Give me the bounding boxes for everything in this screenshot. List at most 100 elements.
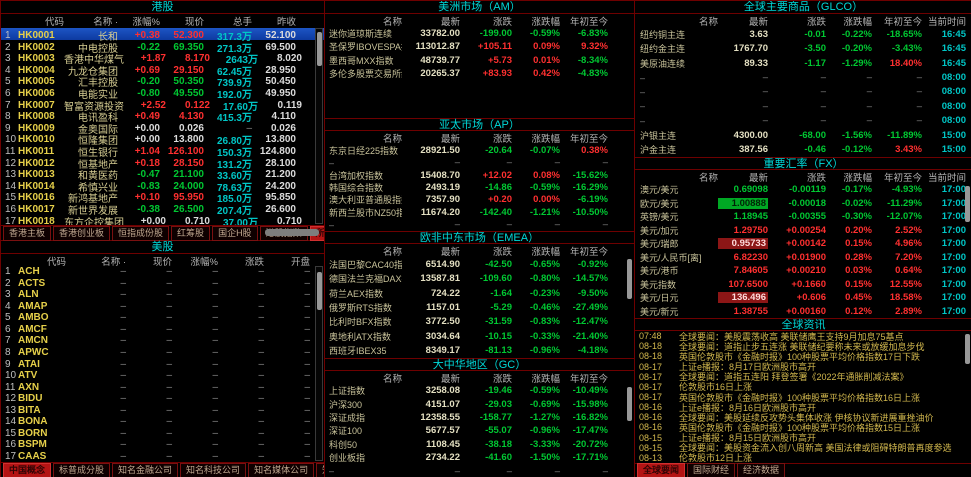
index-row[interactable]: – – – – – [325, 156, 634, 168]
stock-row[interactable]: 4 HK0004 九龙仓集团 +0.69 29.150 62.45万 28.95… [1, 63, 324, 78]
index-row[interactable]: 西班牙IBEX35 8349.17 -81.13 -0.96% -4.18% [325, 344, 634, 358]
index-row[interactable]: 迷你道琼斯连续 33782.00 -199.00 -0.59% -6.83% [325, 27, 634, 40]
index-row[interactable]: 比利时BFX指数 3772.50 -31.59 -0.83% -12.47% [325, 315, 634, 329]
stock-row[interactable]: 10 ATV – – – – – [1, 370, 324, 382]
news-item[interactable]: 08-17 上证e播报：8月17日欧洲股市高开 [635, 361, 971, 372]
news-item[interactable]: 08-17 伦敦股市16日上涨 [635, 382, 971, 392]
stock-row[interactable]: 4 AMAP – – – – – [1, 301, 324, 313]
news-item[interactable]: 08-16 上证e播报：8月16日欧洲股市高开 [635, 402, 971, 412]
column-header[interactable]: 昨收 [276, 17, 296, 28]
news-item[interactable]: 08-15 上证e播报：8月15日欧洲股市高开 [635, 433, 971, 443]
index-row[interactable]: 创业板指 2734.22 -41.60 -1.50% -17.71% [325, 451, 634, 464]
stock-row[interactable]: 9 HK0009 金奥国际 +0.00 0.026 – 0.026 [1, 121, 324, 136]
fx-row[interactable]: 美元/港币 7.84605 +0.00210 0.03% 0.64% 17:00 [635, 264, 971, 278]
index-row[interactable]: 东京日经225指数 28921.50 -20.64 -0.07% 0.38% [325, 144, 634, 156]
stock-row[interactable]: 2 ACTS – – – – – [1, 278, 324, 290]
fx-row[interactable]: 美元/日元 136.496 +0.606 0.45% 18.58% 17:00 [635, 291, 971, 305]
stock-row[interactable]: 17 HK0018 东方企控集团 +0.00 0.710 37.00万 0.71… [1, 214, 324, 226]
fx-row[interactable]: 美元/瑞郎 0.95733 +0.00142 0.15% 4.96% 17:00 [635, 237, 971, 251]
commodity-row[interactable]: 沪金主连 387.56 -0.46 -0.12% 3.43% 15:00 [635, 143, 971, 157]
fx-scrollbar-thumb[interactable] [965, 186, 970, 222]
hk-scrollbar-track[interactable] [315, 28, 323, 224]
stock-row[interactable]: 8 APWC – – – – – [1, 347, 324, 359]
news-item[interactable]: 08-16 英国伦敦股市《金融时报》100种股票平均价格指数15日上涨 [635, 422, 971, 432]
stock-row[interactable]: 9 ATAI – – – – – [1, 358, 324, 370]
us-category-tab[interactable]: 知名科技公司 [180, 462, 247, 477]
news-category-tab[interactable]: 全球要闻 [637, 463, 686, 477]
stock-row[interactable]: 10 HK0010 恒隆集团 +0.00 13.800 26.80万 13.80… [1, 132, 324, 147]
stock-row[interactable]: 3 ALN – – – – – [1, 289, 324, 301]
fx-row[interactable]: 美元/人民币[离] 6.82230 +0.01900 0.28% 7.20% 1… [635, 251, 971, 265]
news-item[interactable]: 08-18 全球要闻：道指止步五连涨 美联储纪要称未来或放缓加息步伐 [635, 341, 971, 351]
stock-row[interactable]: 16 HK0017 新世界发展 -0.38 26.500 207.4万 26.6… [1, 202, 324, 217]
news-item[interactable]: 08-17 英国伦敦股市《金融时报》100种股票平均价格指数16日上涨 [635, 392, 971, 402]
stock-row[interactable]: 1 HK0001 长和 +0.38 52.300 317.3万 52.100 [1, 28, 324, 43]
index-row[interactable]: 德国法兰克福DAX指数 13587.81 -109.60 -0.80% -14.… [325, 271, 634, 285]
stock-row[interactable]: 11 AXN – – – – – [1, 381, 324, 393]
commodity-row[interactable]: – – – – – 08:00 [635, 70, 971, 84]
stock-row[interactable]: 14 BONA – – – – – [1, 416, 324, 428]
news-category-tab[interactable]: 经济数据 [737, 463, 786, 477]
news-scrollbar-thumb[interactable] [965, 334, 970, 364]
index-row[interactable]: 多伦多股票交易所综合 20265.37 +83.93 0.42% -4.83% [325, 67, 634, 80]
news-item[interactable]: 08-15 全球要闻：美股资金流入创八周新高 美国法律或阻碍特朗普再度参选 [635, 443, 971, 453]
column-header[interactable]: 代码 [46, 257, 66, 268]
stock-row[interactable]: 12 HK0012 恒基地产 +0.18 28.150 131.2万 28.10… [1, 156, 324, 171]
stock-row[interactable]: 16 BSPM – – – – – [1, 439, 324, 451]
index-row[interactable]: 俄罗斯RTS指数 1157.01 -5.29 -0.46% -27.49% [325, 300, 634, 314]
column-header[interactable]: 现价 [152, 257, 172, 268]
column-header[interactable]: 代码 [44, 17, 64, 28]
index-row[interactable]: 荷兰AEX指数 724.22 -1.64 -0.23% -9.50% [325, 286, 634, 300]
index-row[interactable]: 上证指数 3258.08 -19.46 -0.59% -10.49% [325, 384, 634, 397]
column-header[interactable]: 开盘 [290, 257, 310, 268]
hk-market-tab[interactable]: 红筹股 [171, 225, 211, 241]
column-header[interactable]: 名称 · [101, 257, 126, 268]
index-row[interactable]: – – – – – [325, 219, 634, 231]
news-item[interactable]: 08-18 英国伦敦股市《金融时报》100种股票平均价格指数17日下跌 [635, 351, 971, 361]
index-row[interactable]: – – – – – [325, 465, 634, 477]
index-row[interactable]: 圣保罗IBOVESPA指数 113012.87 +105.11 0.09% 9.… [325, 40, 634, 53]
hk-market-tab[interactable]: 恒指成份股 [112, 225, 170, 241]
news-item[interactable]: 07:48 全球要闻：美股震荡收高 美联储鹰王支持9月加息75基点 [635, 331, 971, 341]
stock-row[interactable]: 15 HK0016 新鸿基地产 +0.10 95.950 185.0万 95.8… [1, 190, 324, 205]
fx-row[interactable]: 美元/加元 1.29750 +0.00254 0.20% 2.52% 17:00 [635, 224, 971, 238]
index-row[interactable]: 韩国综合指数 2493.19 -14.86 -0.59% -16.29% [325, 181, 634, 193]
stock-row[interactable]: 1 ACH – – – – – [1, 266, 324, 278]
index-row[interactable]: 新西兰股市NZ50指数 11674.20 -142.40 -1.21% -10.… [325, 206, 634, 218]
gc-scrollbar-thumb[interactable] [627, 387, 632, 421]
index-row[interactable]: 深证成指 12358.55 -158.77 -1.27% -16.82% [325, 411, 634, 424]
hk-market-tab[interactable]: 香港主板 [3, 225, 52, 241]
hk-scrollbar-thumb[interactable] [317, 32, 322, 66]
hk-market-tab[interactable]: 国企H股 [212, 225, 258, 241]
us-category-tab[interactable]: 中国概念 [3, 462, 52, 477]
stock-row[interactable]: 2 HK0002 中电控股 -0.22 69.350 271.3万 69.500 [1, 40, 324, 55]
stock-row[interactable]: 7 HK0007 智富资源投资 +2.52 0.122 17.60万 0.119 [1, 98, 324, 113]
fx-row[interactable]: 澳元/美元 0.69098 -0.00119 -0.17% -4.93% 17:… [635, 183, 971, 197]
fx-row[interactable]: 美元/新元 1.38755 +0.00160 0.12% 2.89% 17:00 [635, 305, 971, 319]
stock-row[interactable]: 13 HK0013 和黄医药 -0.47 21.100 33.60万 21.20… [1, 167, 324, 182]
news-category-tab[interactable]: 国际财经 [687, 463, 736, 477]
us-scrollbar-track[interactable] [315, 266, 323, 461]
hk-tabbar-scroll-thumb[interactable] [265, 229, 319, 236]
index-row[interactable]: 深证100 5677.57 -55.07 -0.96% -17.47% [325, 424, 634, 437]
index-row[interactable]: 奥地利ATX指数 3034.64 -10.15 -0.33% -21.40% [325, 329, 634, 343]
commodity-row[interactable]: – – – – – 08:00 [635, 99, 971, 113]
stock-row[interactable]: 15 BORN – – – – – [1, 427, 324, 439]
index-row[interactable]: 科创50 1108.45 -38.18 -3.33% -20.72% [325, 438, 634, 451]
index-row[interactable]: 澳大利亚普通股指数 7357.90 +0.20 0.00% -6.19% [325, 194, 634, 206]
stock-row[interactable]: 3 HK0003 香港中华煤气 +1.87 8.170 2643万 8.020 [1, 51, 324, 66]
stock-row[interactable]: 11 HK0011 恒生银行 +1.04 126.100 150.3万 124.… [1, 144, 324, 159]
stock-row[interactable]: 12 BIDU – – – – – [1, 393, 324, 405]
index-row[interactable]: 台湾加权指数 15408.70 +12.02 0.08% -15.62% [325, 169, 634, 181]
stock-row[interactable]: 13 BITA – – – – – [1, 404, 324, 416]
fx-row[interactable]: 欧元/美元 1.00888 -0.00018 -0.02% -11.29% 17… [635, 197, 971, 211]
commodity-row[interactable]: 纽约铜主连 3.63 -0.01 -0.22% -18.65% 16:45 [635, 27, 971, 41]
emea-scrollbar-thumb[interactable] [627, 259, 632, 299]
us-category-tab[interactable]: 知名金融公司 [112, 462, 179, 477]
stock-row[interactable]: 8 HK0008 电讯盈科 +0.49 4.130 415.3万 4.110 [1, 109, 324, 124]
us-category-tab[interactable]: 知名媒体公司 [248, 462, 315, 477]
commodity-row[interactable]: 沪银主连 4300.00 -68.00 -1.56% -11.89% 15:00 [635, 128, 971, 142]
fx-row[interactable]: 美元指数 107.6500 +0.1660 0.15% 12.55% 17:00 [635, 278, 971, 292]
commodity-row[interactable]: – – – – – 08:00 [635, 85, 971, 99]
stock-row[interactable]: 17 CAAS – – – – – [1, 451, 324, 463]
